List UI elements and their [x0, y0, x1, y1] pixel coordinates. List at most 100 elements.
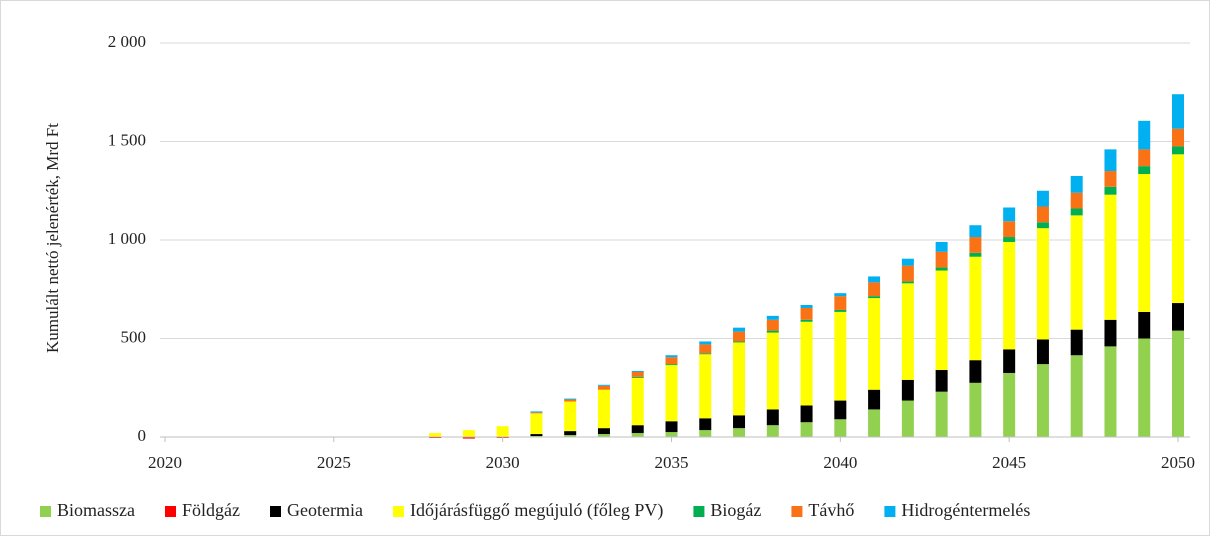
legend-swatch [884, 506, 895, 517]
bar-segment [834, 401, 846, 420]
bar-segment [969, 237, 981, 253]
legend-label: Távhő [808, 500, 854, 520]
legend-swatch [165, 506, 176, 517]
bar-segment [834, 419, 846, 437]
bar-segment [969, 383, 981, 437]
legend-swatch [270, 506, 281, 517]
bar-segment [666, 364, 678, 365]
bar-segment [834, 310, 846, 312]
bar-segment [699, 341, 711, 344]
bar-segment [1172, 303, 1184, 331]
bar-segment [1003, 349, 1015, 373]
bar-segment [666, 357, 678, 364]
legend-swatch [393, 506, 404, 517]
bar-segment [1138, 312, 1150, 339]
bar-segment [1104, 195, 1116, 320]
bar-segment [1071, 176, 1083, 193]
bar-segment [598, 385, 610, 386]
bar-segment [564, 402, 576, 432]
bar-segment [530, 412, 542, 413]
bar-segment [1071, 355, 1083, 437]
bar-segment [801, 422, 813, 437]
bar-segment [902, 259, 914, 266]
y-tick-label: 2 000 [108, 32, 146, 51]
bar-segment [902, 283, 914, 380]
legend-label: Hidrogéntermelés [901, 500, 1030, 520]
bar-segment [767, 425, 779, 437]
bar-segment [868, 282, 880, 296]
bar-segment [699, 353, 711, 354]
bar-segment [1172, 129, 1184, 147]
bar-segment [733, 328, 745, 332]
bar-segment [1037, 339, 1049, 364]
bar-segment [598, 386, 610, 390]
bar-segment [936, 268, 948, 271]
y-tick-label: 0 [138, 426, 147, 445]
bar-segment [834, 312, 846, 401]
bar-segment [1172, 331, 1184, 437]
bar-segment [1104, 171, 1116, 187]
bar-segment [463, 430, 475, 437]
bar-segment [801, 322, 813, 406]
legend-label: Biogáz [710, 500, 761, 520]
bar-segment [834, 296, 846, 310]
bar-segment [1003, 237, 1015, 242]
bar-segment [1104, 149, 1116, 171]
bar-segment [564, 399, 576, 400]
bar-segment [1138, 166, 1150, 174]
bar-segment [1071, 215, 1083, 329]
bar-segment [1003, 373, 1015, 437]
bar-segment [801, 308, 813, 320]
bar-segment [1037, 222, 1049, 228]
bar-segment [868, 390, 880, 410]
legend-label: Időjárásfüggő megújuló (főleg PV) [410, 500, 663, 521]
bar-segment [801, 320, 813, 322]
bar-segment [1138, 121, 1150, 150]
bar-segment [902, 281, 914, 283]
bar-segment [1138, 174, 1150, 312]
bar-segment [666, 365, 678, 421]
bar-segment [1104, 320, 1116, 347]
bar-segment [1003, 221, 1015, 237]
bar-segment [733, 332, 745, 342]
bar-segment [834, 293, 846, 296]
bar-segment [767, 316, 779, 320]
bar-segment [868, 298, 880, 390]
bar-segment [936, 242, 948, 252]
bar-segment [530, 434, 542, 436]
bar-segment [1037, 207, 1049, 223]
bar-segment [801, 405, 813, 422]
legend-label: Földgáz [182, 500, 240, 520]
bar-segment [666, 421, 678, 432]
bar-segment [767, 320, 779, 331]
bar-segment [632, 433, 644, 437]
bar-segment [969, 360, 981, 383]
legend-swatch [40, 506, 51, 517]
bar-segment [1172, 94, 1184, 128]
bar-segment [733, 342, 745, 415]
y-tick-label: 1 000 [108, 229, 146, 248]
x-tick-label: 2050 [1161, 453, 1195, 472]
bar-segment [868, 276, 880, 282]
bar-segment [666, 432, 678, 437]
x-tick-label: 2040 [823, 453, 857, 472]
bar-segment [868, 409, 880, 437]
x-tick-label: 2035 [655, 453, 689, 472]
x-tick-label: 2045 [992, 453, 1026, 472]
bar-segment [564, 431, 576, 435]
bar-segment [767, 331, 779, 333]
bar-segment [936, 271, 948, 370]
bar-segment [1037, 191, 1049, 207]
bar-segment [699, 430, 711, 437]
x-tick-label: 2020 [148, 453, 182, 472]
bar-segment [801, 305, 813, 308]
bar-segment [1172, 146, 1184, 154]
bar-segment [530, 411, 542, 412]
bar-segment [1138, 149, 1150, 166]
y-tick-label: 1 500 [108, 130, 146, 149]
bar-segment [1037, 364, 1049, 437]
bar-segment [429, 433, 441, 437]
bar-segment [564, 400, 576, 402]
bar-segment [969, 225, 981, 237]
bar-segment [936, 370, 948, 392]
